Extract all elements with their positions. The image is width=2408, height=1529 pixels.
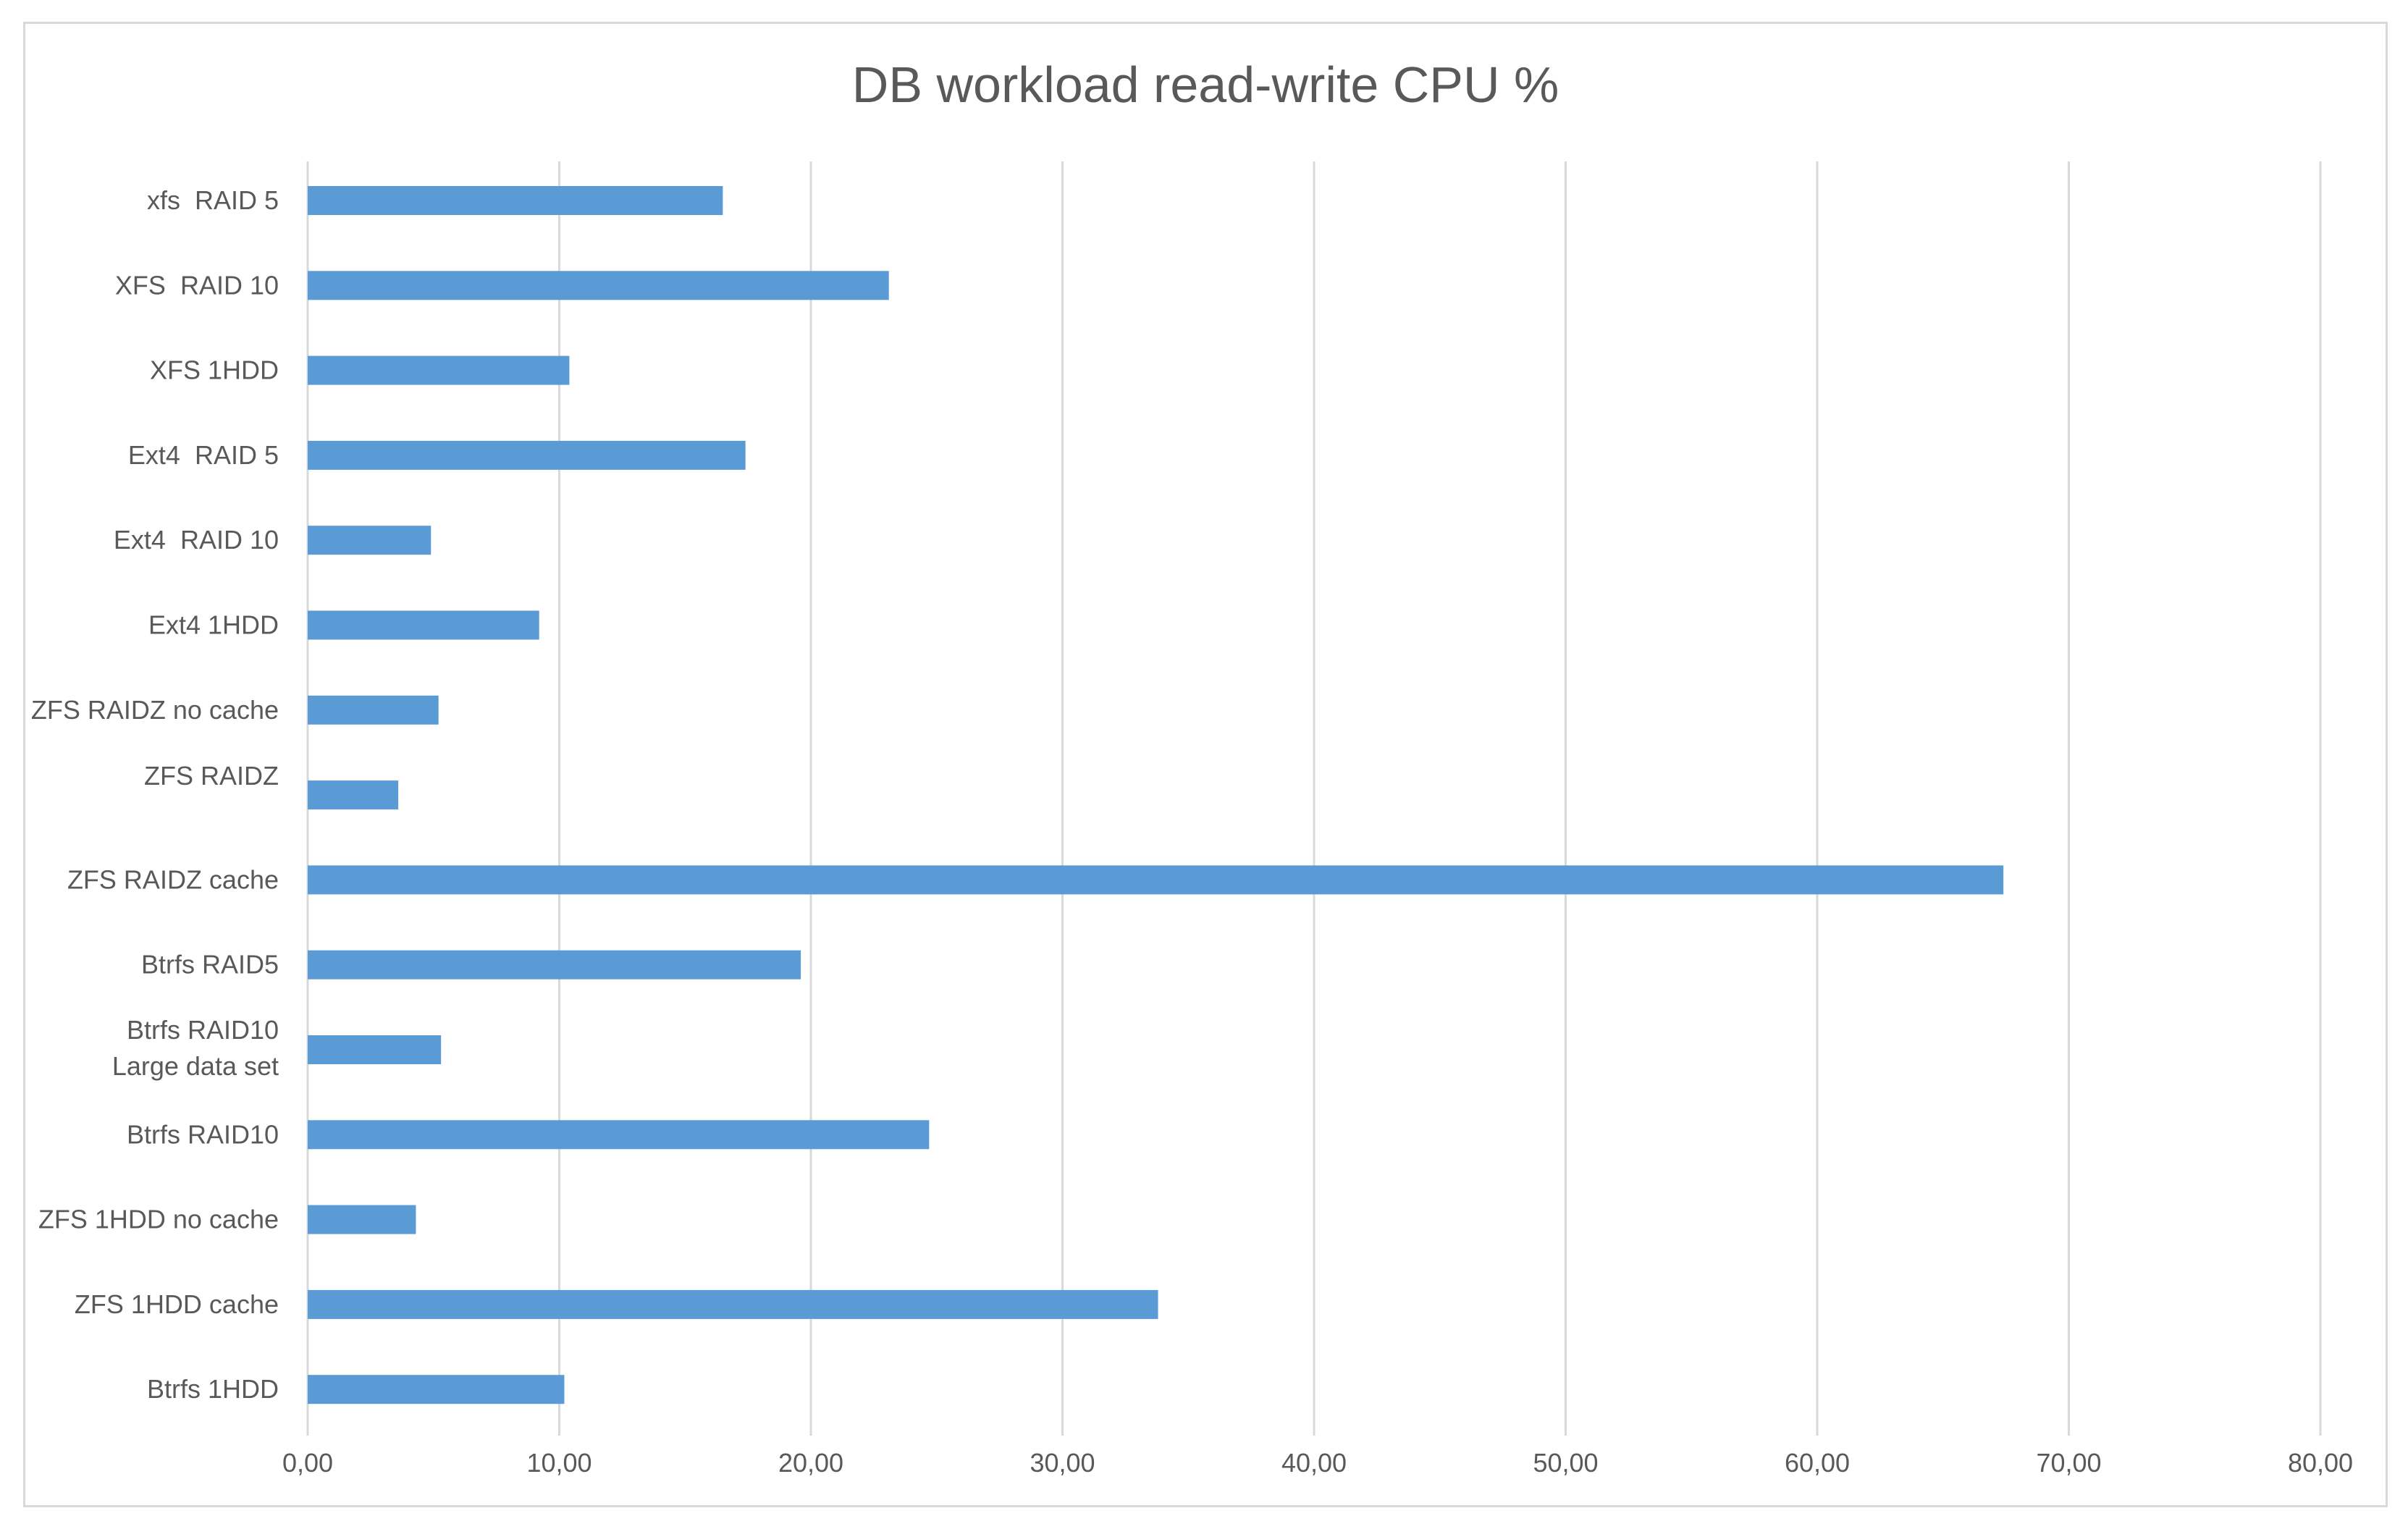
category-label-line: Large data set bbox=[112, 1051, 279, 1081]
bar bbox=[308, 1375, 565, 1404]
bar bbox=[308, 1205, 416, 1234]
category-label-line: ZFS RAIDZ cache bbox=[67, 864, 279, 894]
chart-title: DB workload read-write CPU % bbox=[852, 56, 1559, 113]
bar bbox=[308, 1035, 442, 1064]
category-label: ZFS RAIDZ no cache bbox=[31, 695, 279, 725]
category-label: Btrfs RAID10 Large data set bbox=[112, 1015, 279, 1081]
x-tick-label: 20,00 bbox=[778, 1448, 843, 1478]
category-label-line: Btrfs RAID5 bbox=[141, 950, 279, 980]
bar bbox=[308, 1289, 1158, 1319]
bars bbox=[308, 186, 2004, 1404]
x-tick-label: 40,00 bbox=[1281, 1448, 1347, 1478]
category-label-line: Ext4 1HDD bbox=[148, 610, 279, 640]
category-label: ZFS RAIDZ bbox=[144, 761, 279, 791]
category-label: ZFS 1HDD cache bbox=[75, 1289, 279, 1319]
bar bbox=[308, 610, 539, 640]
category-label: Btrfs 1HDD bbox=[147, 1374, 279, 1404]
category-label: Btrfs RAID5 bbox=[141, 950, 279, 980]
category-label-line: Btrfs RAID10 bbox=[127, 1119, 279, 1149]
category-label-line: Btrfs 1HDD bbox=[147, 1374, 279, 1404]
bar bbox=[308, 950, 801, 980]
chart-frame: DB workload read-write CPU % xfs RAID 5 X… bbox=[23, 22, 2388, 1507]
gridlines bbox=[306, 161, 2322, 1436]
x-tick-label: 80,00 bbox=[2288, 1448, 2353, 1478]
bar bbox=[308, 186, 723, 215]
bar bbox=[308, 440, 746, 470]
category-label: XFS 1HDD bbox=[150, 355, 279, 385]
category-label: Ext4 RAID 5 bbox=[128, 440, 279, 470]
category-label-line: Ext4 RAID 5 bbox=[128, 440, 279, 470]
category-label: Btrfs RAID10 bbox=[127, 1119, 279, 1149]
category-label-line: ZFS 1HDD cache bbox=[75, 1289, 279, 1319]
category-label: Ext4 1HDD bbox=[148, 610, 279, 640]
category-labels: xfs RAID 5 XFS RAID 10 XFS 1HDD Ext4 RAID 5… bbox=[31, 185, 279, 1404]
category-label: Ext4 RAID 10 bbox=[114, 525, 279, 555]
category-label: ZFS 1HDD no cache bbox=[38, 1205, 279, 1234]
bar bbox=[308, 271, 889, 300]
category-label-line: XFS RAID 10 bbox=[115, 270, 279, 300]
bar bbox=[308, 355, 570, 385]
category-label-line: xfs RAID 5 bbox=[147, 185, 279, 215]
x-tick-label: 60,00 bbox=[1785, 1448, 1850, 1478]
category-label-line: Ext4 RAID 10 bbox=[114, 525, 279, 555]
category-label-line: ZFS RAIDZ bbox=[144, 761, 279, 791]
category-label-line: ZFS RAIDZ no cache bbox=[31, 695, 279, 725]
category-label: XFS RAID 10 bbox=[115, 270, 279, 300]
category-label: xfs RAID 5 bbox=[147, 185, 279, 215]
bar-chart: DB workload read-write CPU % xfs RAID 5 X… bbox=[31, 56, 2353, 1478]
bar bbox=[308, 780, 399, 810]
x-tick-label: 0,00 bbox=[282, 1448, 333, 1478]
bar bbox=[308, 526, 431, 555]
bar bbox=[308, 695, 439, 725]
bar bbox=[308, 1120, 930, 1150]
category-label-line: XFS 1HDD bbox=[150, 355, 279, 385]
x-tick-label: 70,00 bbox=[2036, 1448, 2101, 1478]
bar bbox=[308, 865, 2004, 895]
x-tick-label: 30,00 bbox=[1030, 1448, 1095, 1478]
category-label: ZFS RAIDZ cache bbox=[67, 864, 279, 894]
category-label-line: Btrfs RAID10 bbox=[127, 1015, 279, 1045]
x-axis-tick-labels: 0,00 10,00 20,00 30,00 40,00 50,00 60,00 70,00 8… bbox=[282, 1448, 2353, 1478]
x-tick-label: 50,00 bbox=[1533, 1448, 1598, 1478]
category-label-line: ZFS 1HDD no cache bbox=[38, 1205, 279, 1234]
x-tick-label: 10,00 bbox=[526, 1448, 592, 1478]
